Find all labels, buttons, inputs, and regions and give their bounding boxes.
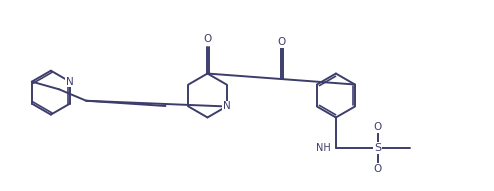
Text: S: S (374, 143, 381, 153)
Text: O: O (374, 122, 382, 132)
Text: N: N (223, 101, 230, 112)
Text: O: O (277, 37, 286, 47)
Text: O: O (374, 164, 382, 174)
Text: N: N (66, 77, 74, 87)
Text: O: O (204, 34, 211, 44)
Text: NH: NH (316, 143, 331, 153)
